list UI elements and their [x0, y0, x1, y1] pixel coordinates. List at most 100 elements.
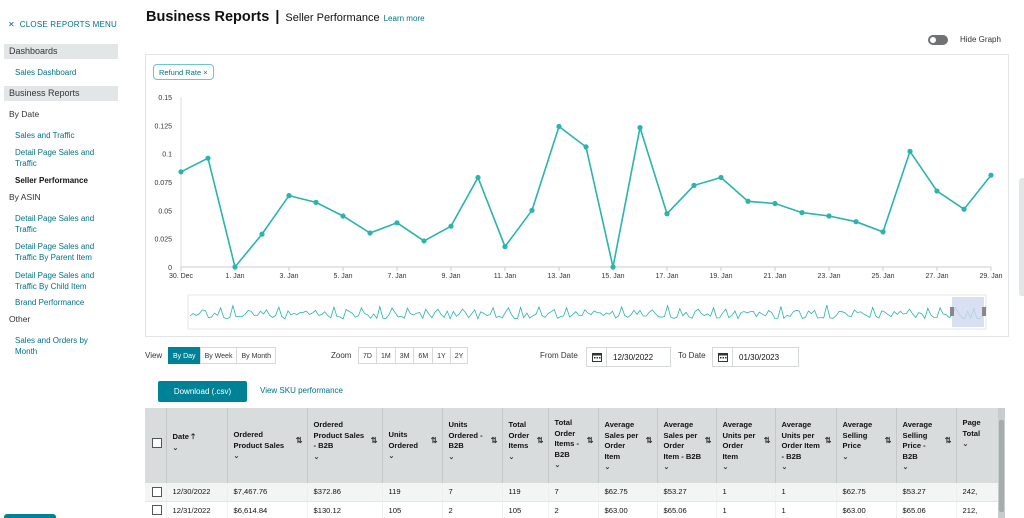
sidebar-item-asin-parent-item[interactable]: Detail Page Sales and Traffic By Parent … — [15, 242, 95, 262]
close-reports-menu-link[interactable]: ✕ CLOSE REPORTS MENU — [8, 20, 117, 29]
table-cell: $130.12 — [307, 501, 383, 518]
sort-icon[interactable]: ⇅ — [763, 436, 771, 445]
row-select-cell — [145, 501, 167, 518]
download-csv-button[interactable]: Download (.csv) — [158, 381, 247, 402]
sidebar-item-seller-performance[interactable]: Seller Performance — [15, 176, 88, 185]
column-header-ordered-product-sales-b2b[interactable]: Ordered Product Sales - B2B ⇅ ⌄ — [307, 408, 383, 483]
chip-close-icon[interactable]: × — [203, 68, 208, 77]
data-point — [691, 182, 697, 188]
table-row[interactable]: 12/30/2022 $7,467.76 $372.86 119 7 119 7… — [145, 483, 998, 502]
table-cell: 1 — [716, 483, 776, 502]
chevron-down-icon[interactable]: ⌄ — [663, 464, 670, 471]
view-by-week-button[interactable]: By Week — [199, 347, 238, 364]
chevron-down-icon[interactable]: ⌄ — [962, 441, 969, 448]
data-point — [367, 230, 373, 236]
table-cell: 7 — [548, 483, 599, 502]
page-title-text: Business Reports — [146, 9, 270, 25]
table-cell: 1 — [775, 501, 837, 518]
calendar-icon[interactable] — [587, 348, 607, 366]
view-by-day-button[interactable]: By Day — [168, 347, 201, 364]
row-checkbox[interactable] — [152, 505, 162, 515]
chevron-down-icon[interactable]: ⌄ — [388, 453, 395, 460]
close-reports-menu-label: CLOSE REPORTS MENU — [19, 20, 118, 29]
sort-icon[interactable]: ⇅ — [944, 436, 952, 445]
table-cell: 12/30/2022 — [166, 483, 228, 502]
feedback-tab[interactable] — [1019, 178, 1024, 296]
table-cell: 119 — [382, 483, 443, 502]
chevron-down-icon[interactable]: ⌄ — [842, 453, 849, 461]
chevron-down-icon[interactable]: ⌄ — [604, 464, 611, 471]
chevron-down-icon[interactable]: ⌄ — [554, 462, 561, 469]
view-by-month-button[interactable]: By Month — [236, 347, 277, 364]
zoom-7d-button[interactable]: 7D — [358, 347, 377, 364]
view-label: View — [145, 351, 163, 360]
sidebar-item-sales-dashboard[interactable]: Sales Dashboard — [15, 68, 77, 77]
sort-icon[interactable]: ⇅ — [536, 436, 544, 445]
column-header-units-ordered-b2b[interactable]: Units Ordered - B2B ⇅ ⌄ — [442, 408, 503, 483]
chevron-down-icon[interactable]: ⌄ — [448, 453, 455, 461]
sort-icon[interactable]: ⇅ — [586, 436, 594, 445]
sidebar-item-asin-child-item[interactable]: Detail Page Sales and Traffic By Child I… — [15, 271, 95, 291]
column-header-page-total[interactable]: Page Total ⌄ — [956, 408, 998, 483]
chevron-down-icon[interactable]: ⌄ — [172, 444, 179, 452]
zoom-1m-button[interactable]: 1M — [375, 347, 396, 364]
chevron-down-icon[interactable]: ⌄ — [781, 464, 788, 471]
zoom-2y-button[interactable]: 2Y — [449, 347, 469, 364]
view-sku-performance-link[interactable]: View SKU performance — [260, 386, 343, 395]
column-header-date[interactable]: Date 🡑 ⌄ — [166, 408, 228, 483]
column-header-avg-units-per-order-item-b2b[interactable]: Average Units per Order Item - B2B ⇅ ⌄ — [775, 408, 837, 483]
select-all-checkbox[interactable] — [152, 438, 162, 448]
refund-rate-chip[interactable]: Refund Rate × — [153, 64, 214, 80]
table-scrollbar[interactable] — [998, 408, 1005, 518]
sort-icon[interactable]: ⇅ — [295, 436, 303, 445]
chevron-down-icon[interactable]: ⌄ — [902, 464, 909, 471]
hide-graph-toggle[interactable] — [928, 35, 948, 45]
sidebar-item-brand-performance[interactable]: Brand Performance — [15, 298, 85, 307]
chevron-down-icon[interactable]: ⌄ — [313, 453, 320, 461]
column-header-ordered-product-sales[interactable]: Ordered Product Sales ⇅ ⌄ — [227, 408, 308, 483]
x-tick-label: 9. Jan — [441, 273, 460, 280]
row-checkbox[interactable] — [152, 486, 162, 497]
sidebar-bottom-tab[interactable] — [4, 514, 56, 518]
sort-icon[interactable]: ⇅ — [884, 436, 892, 445]
table-cell: $6,614.84 — [227, 501, 308, 518]
sort-icon[interactable]: ⇅ — [645, 436, 653, 445]
zoom-1y-button[interactable]: 1Y — [432, 347, 451, 364]
column-header-avg-sales-per-order-item[interactable]: Average Sales per Order Item ⇅ ⌄ — [598, 408, 658, 483]
scrollbar-thumb[interactable] — [999, 420, 1004, 512]
chevron-down-icon[interactable]: ⌄ — [233, 453, 240, 460]
learn-more-link[interactable]: Learn more — [383, 14, 425, 23]
sort-icon[interactable]: ⇅ — [430, 436, 438, 445]
column-header-avg-selling-price[interactable]: Average Selling Price ⇅ ⌄ — [836, 408, 897, 483]
data-point — [232, 264, 238, 270]
sidebar-item-sales-and-traffic[interactable]: Sales and Traffic — [15, 131, 75, 140]
sidebar-item-sales-orders-by-month[interactable]: Sales and Orders by Month — [15, 336, 88, 356]
zoom-6m-button[interactable]: 6M — [413, 347, 434, 364]
sort-icon[interactable]: ⇅ — [490, 436, 498, 445]
chart-navigator[interactable] — [187, 294, 987, 330]
data-point — [529, 207, 535, 213]
data-point — [259, 231, 265, 237]
data-point — [718, 174, 724, 181]
to-date-field[interactable]: 01/30/2023 — [712, 347, 799, 367]
sort-icon[interactable]: ⇅ — [370, 436, 378, 445]
column-header-avg-selling-price-b2b[interactable]: Average Selling Price - B2B ⇅ ⌄ — [896, 408, 957, 483]
zoom-3m-button[interactable]: 3M — [394, 347, 415, 364]
chevron-down-icon[interactable]: ⌄ — [508, 453, 515, 461]
column-label: Total Order Items - B2B — [554, 418, 579, 459]
column-header-total-order-items[interactable]: Total Order Items ⇅ ⌄ — [502, 408, 549, 483]
sort-icon[interactable]: ⇅ — [824, 436, 832, 445]
table-row[interactable]: 12/31/2022 $6,614.84 $130.12 105 2 105 2… — [145, 501, 998, 518]
column-header-avg-units-per-order-item[interactable]: Average Units per Order Item ⇅ ⌄ — [716, 408, 776, 483]
column-header-avg-sales-per-order-item-b2b[interactable]: Average Sales per Order Item - B2B ⇅ ⌄ — [657, 408, 717, 483]
sidebar-item-asin-detail-page[interactable]: Detail Page Sales and Traffic — [15, 214, 95, 234]
sidebar-item-detail-page-sales-traffic[interactable]: Detail Page Sales and Traffic — [15, 148, 95, 168]
y-tick-label: 0.1 — [162, 152, 172, 159]
column-header-units-ordered[interactable]: Units Ordered ⇅ ⌄ — [382, 408, 443, 483]
from-date-field[interactable]: 12/30/2022 — [586, 347, 671, 367]
sort-ascending-icon[interactable]: 🡑 — [191, 432, 196, 441]
column-header-total-order-items-b2b[interactable]: Total Order Items - B2B ⇅ ⌄ — [548, 408, 599, 483]
calendar-icon[interactable] — [713, 348, 733, 366]
chevron-down-icon[interactable]: ⌄ — [722, 464, 729, 471]
sort-icon[interactable]: ⇅ — [704, 436, 712, 445]
